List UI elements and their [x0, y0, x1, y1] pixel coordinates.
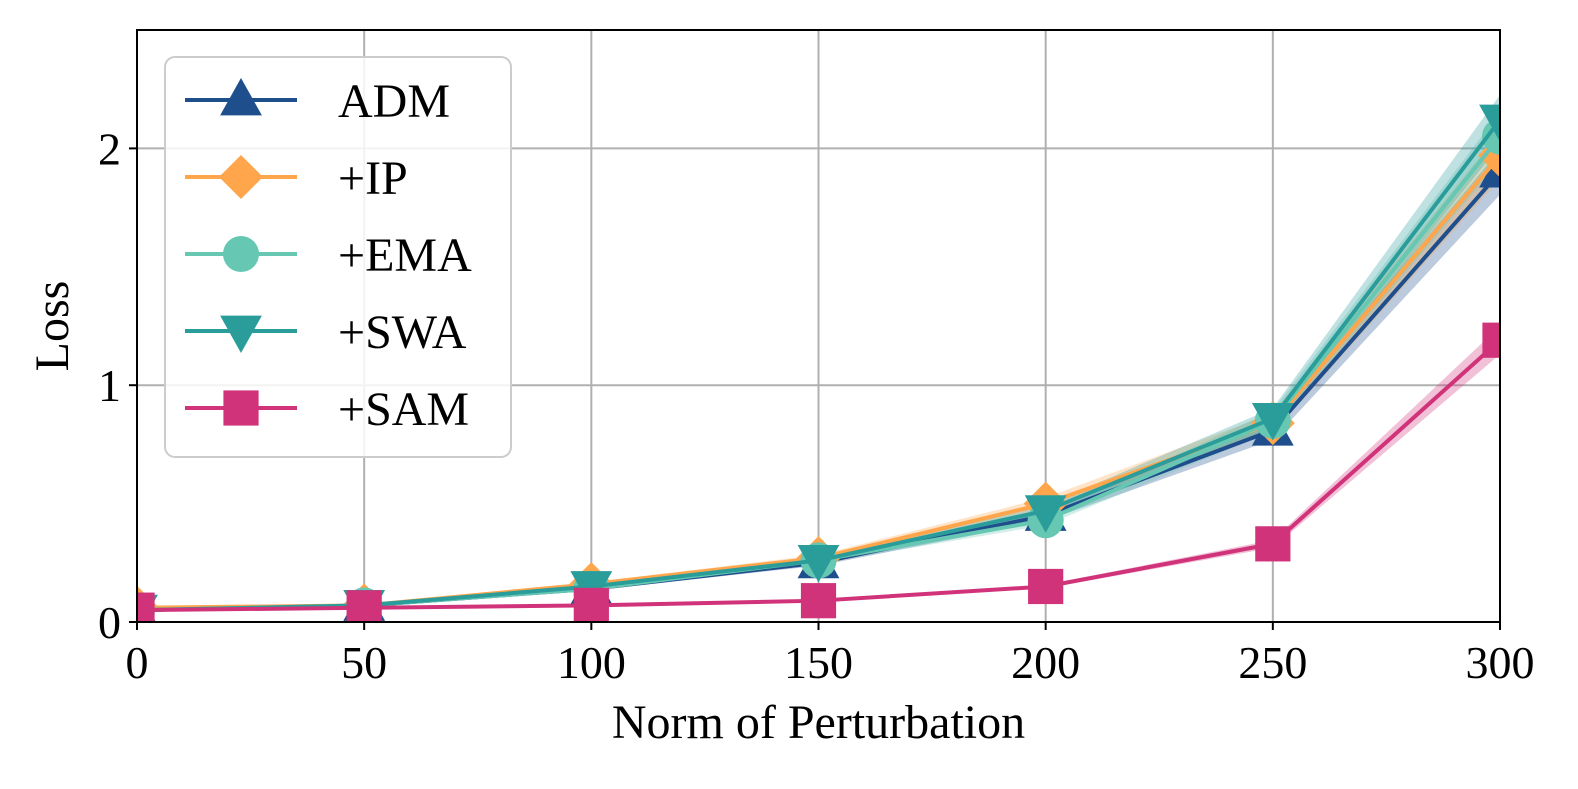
legend-box [164, 56, 512, 458]
legend-marker [220, 78, 262, 116]
x-tick-label: 100 [557, 637, 626, 688]
data-point [800, 583, 837, 619]
legend-label: ADM [338, 75, 450, 128]
series [137, 104, 1500, 622]
x-tick-label: 150 [784, 637, 853, 688]
legend: ADM +IP +EMA +SWA +SAM [164, 56, 512, 458]
x-tick-label: 50 [341, 637, 387, 688]
y-axis-title: Loss [26, 281, 79, 372]
legend-item: +SAM [185, 383, 469, 436]
data-point [797, 545, 840, 583]
x-tick-label: 300 [1466, 637, 1535, 688]
legend-item: +EMA [185, 229, 472, 282]
y-tick-label: 0 [98, 597, 121, 648]
data-point [1482, 322, 1500, 358]
legend-label: +SAM [338, 383, 469, 436]
tick-labels: 0 50 100 150 200 250 300 0 1 2 [98, 123, 1535, 688]
data-point [573, 587, 609, 622]
y-tick-label: 1 [98, 360, 121, 411]
legend-item: +SWA [185, 306, 467, 359]
legend-marker [219, 155, 263, 199]
legend-marker [223, 390, 259, 426]
data-point [1255, 526, 1291, 562]
legend-label: +IP [338, 152, 408, 205]
legend-label: +SWA [338, 306, 467, 359]
legend-item: +IP [185, 152, 408, 205]
data-point [1024, 495, 1067, 533]
legend-marker [222, 235, 260, 273]
x-tick-label: 250 [1238, 637, 1307, 688]
series-sam [137, 322, 1500, 622]
x-tick-label: 0 [126, 637, 149, 688]
x-tick-label: 200 [1011, 637, 1080, 688]
data-point [1251, 402, 1294, 441]
legend-marker [220, 315, 262, 353]
data-point [346, 590, 382, 622]
data-point [1479, 104, 1500, 142]
data-point [1028, 568, 1064, 605]
legend-label: +EMA [338, 229, 472, 282]
y-tick-label: 2 [98, 123, 121, 174]
legend-item: ADM [185, 75, 450, 128]
x-axis-title: Norm of Perturbation [612, 696, 1025, 749]
data-point [137, 592, 155, 622]
